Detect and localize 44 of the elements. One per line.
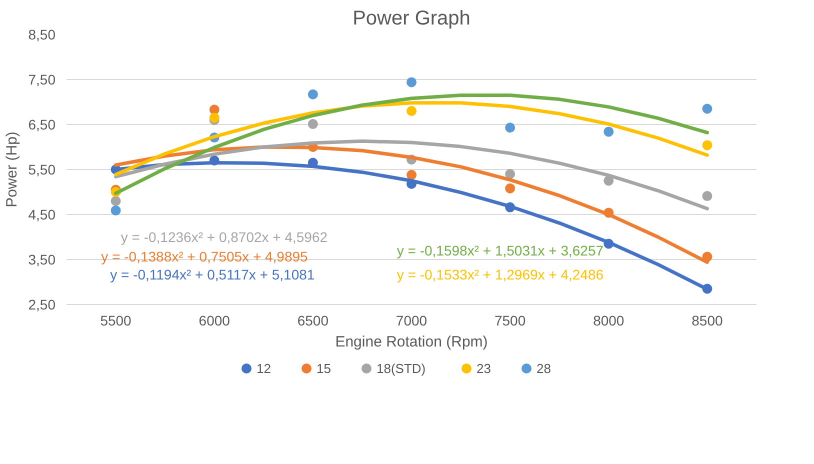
x-tick-label: 5500 xyxy=(100,312,132,328)
point xyxy=(406,77,416,88)
point xyxy=(702,104,712,114)
annotation: y = -0,1388x² + 0,7505x + 4,9895 xyxy=(101,248,308,264)
point xyxy=(505,169,516,179)
legend-label: 18(STD) xyxy=(376,361,426,376)
x-tick-label: 8500 xyxy=(692,312,723,328)
y-axis-title: Power (Hp) xyxy=(3,132,20,208)
annotation: y = -0,1533x² + 1,2969x + 4,2486 xyxy=(396,266,604,282)
x-tick-label: 6000 xyxy=(198,312,230,328)
legend-label: 28 xyxy=(536,361,551,376)
y-tick-label: 5,50 xyxy=(28,162,56,178)
legend-label: 12 xyxy=(256,361,271,376)
x-tick-label: 7000 xyxy=(396,312,428,328)
point xyxy=(702,191,712,202)
legend-label: 15 xyxy=(316,361,331,376)
point xyxy=(406,106,416,116)
chart-title: Power Graph xyxy=(352,8,470,30)
point xyxy=(406,170,416,180)
point xyxy=(604,126,614,137)
x-tick-label: 8000 xyxy=(593,312,624,328)
point xyxy=(110,205,121,216)
point xyxy=(505,122,516,133)
y-tick-label: 3,50 xyxy=(28,252,56,268)
y-tick-label: 7,50 xyxy=(28,72,56,88)
x-tick-label: 6500 xyxy=(297,312,329,328)
y-tick-label: 4,50 xyxy=(28,206,56,222)
annotation: y = -0,1598x² + 1,5031x + 3,6257 xyxy=(396,242,604,258)
y-tick-label: 8,50 xyxy=(28,26,56,42)
point xyxy=(308,89,318,100)
point xyxy=(209,104,220,115)
legend-label: 23 xyxy=(476,361,491,376)
point xyxy=(702,140,712,150)
x-tick-label: 7500 xyxy=(494,312,526,328)
line-series xyxy=(114,139,709,210)
y-tick-label: 2,50 xyxy=(28,296,56,312)
point xyxy=(209,112,220,123)
annotation: y = -0,1236x² + 0,8702x + 4,5962 xyxy=(120,229,328,245)
point xyxy=(110,196,121,206)
annotation: y = -0,1194x² + 0,5117x + 5,1081 xyxy=(110,266,315,282)
point xyxy=(308,119,318,130)
y-tick-label: 6,50 xyxy=(28,116,56,132)
point xyxy=(505,183,516,194)
x-axis-title: Engine Rotation (Rpm) xyxy=(335,334,488,350)
